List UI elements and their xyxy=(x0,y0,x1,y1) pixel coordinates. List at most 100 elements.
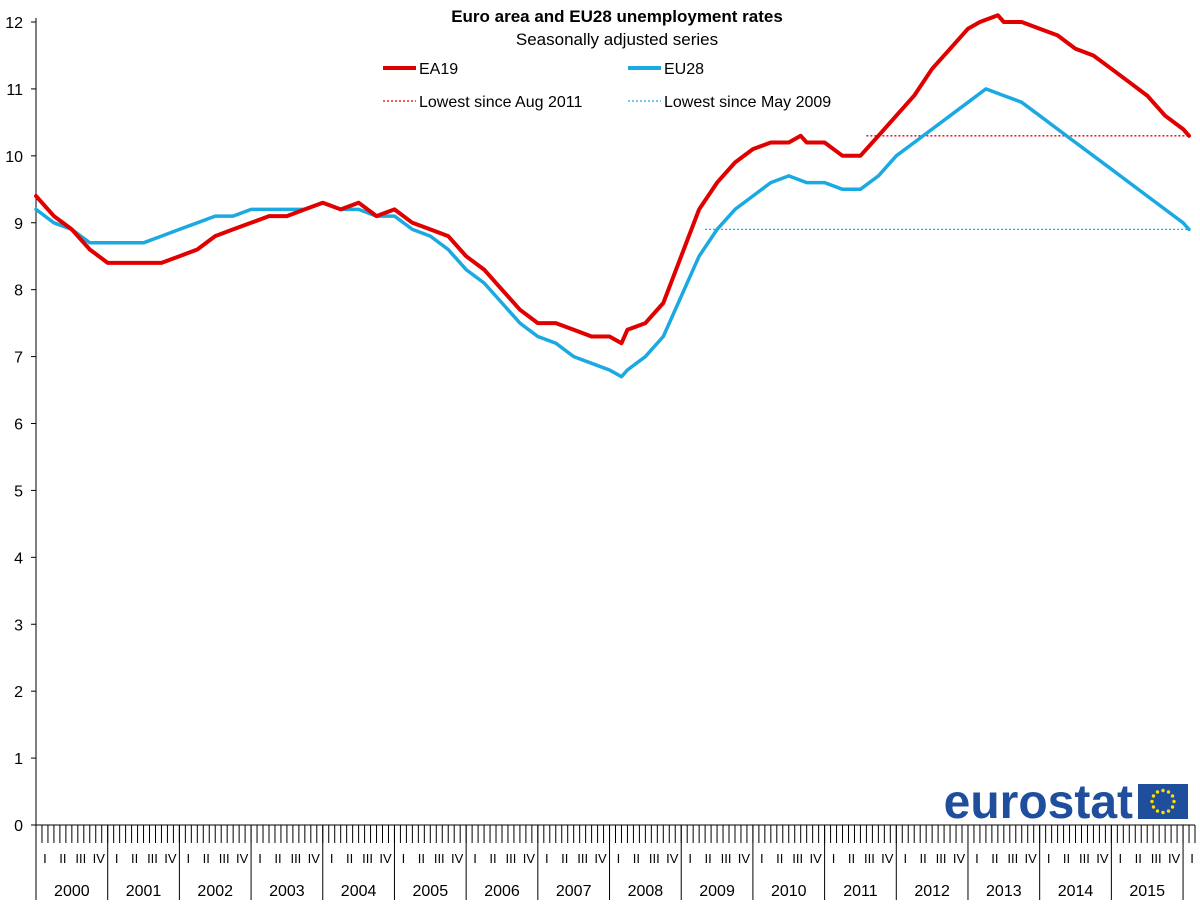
quarter-label: IV xyxy=(451,851,464,866)
quarter-label: IV xyxy=(881,851,894,866)
legend: EA19 EU28 Lowest since Aug 2011 Lowest sinc… xyxy=(383,61,831,111)
quarter-label: III xyxy=(219,851,230,866)
quarter-label: I xyxy=(43,851,47,866)
quarter-label: IV xyxy=(379,851,392,866)
quarter-label: II xyxy=(561,851,568,866)
legend-label-eu28: EU28 xyxy=(664,61,704,78)
quarter-label: III xyxy=(864,851,875,866)
eu-star-icon xyxy=(1172,799,1176,804)
quarter-label: II xyxy=(920,851,927,866)
year-label: 2013 xyxy=(986,883,1022,900)
year-label: 2014 xyxy=(1058,883,1094,900)
legend-label-lowest-since-may-2009: Lowest since May 2009 xyxy=(664,94,831,111)
eurostat-logo-text: eurostat xyxy=(944,776,1133,829)
year-label: 2002 xyxy=(197,883,233,900)
quarter-label: II xyxy=(1063,851,1070,866)
quarter-label: IV xyxy=(953,851,966,866)
quarter-label: III xyxy=(434,851,445,866)
legend-label-ea19: EA19 xyxy=(419,61,458,78)
quarter-label: II xyxy=(131,851,138,866)
quarter-label: I xyxy=(903,851,907,866)
quarter-label: II xyxy=(633,851,640,866)
year-label: 2005 xyxy=(413,883,449,900)
quarter-label: IV xyxy=(594,851,607,866)
y-tick-label: 9 xyxy=(14,216,23,233)
quarter-label: IV xyxy=(1025,851,1038,866)
eu-star-icon xyxy=(1166,790,1171,794)
quarter-label: II xyxy=(274,851,281,866)
y-tick-label: 11 xyxy=(6,82,23,99)
quarter-label: II xyxy=(991,851,998,866)
quarter-label: III xyxy=(506,851,517,866)
y-tick-label: 5 xyxy=(14,483,23,500)
quarter-label: IV xyxy=(809,851,822,866)
quarter-label: III xyxy=(147,851,158,866)
quarter-label: II xyxy=(418,851,425,866)
eu-star-icon xyxy=(1155,790,1160,794)
year-label: 2011 xyxy=(843,883,878,900)
year-label: 2007 xyxy=(556,883,592,900)
quarter-label: I xyxy=(1047,851,1051,866)
eu-star-icon xyxy=(1161,788,1165,793)
quarter-label: I xyxy=(330,851,334,866)
y-tick-label: 3 xyxy=(14,617,23,634)
quarter-label: II xyxy=(704,851,711,866)
quarter-label: II xyxy=(59,851,66,866)
quarter-label: IV xyxy=(666,851,679,866)
quarter-label: II xyxy=(346,851,353,866)
quarter-label: I xyxy=(975,851,979,866)
year-label: 2000 xyxy=(54,883,90,900)
quarter-label: III xyxy=(1151,851,1162,866)
quarter-label: I xyxy=(402,851,406,866)
quarter-label: III xyxy=(792,851,803,866)
y-tick-label: 8 xyxy=(14,283,23,300)
year-label: 2009 xyxy=(699,883,735,900)
quarter-label: I xyxy=(688,851,692,866)
quarter-label: IV xyxy=(1168,851,1181,866)
quarter-label: II xyxy=(1135,851,1142,866)
year-label: 2012 xyxy=(914,883,950,900)
eu-star-icon xyxy=(1151,805,1156,809)
quarter-label: III xyxy=(1007,851,1018,866)
year-label: 2008 xyxy=(628,883,664,900)
eu-star-icon xyxy=(1170,794,1175,798)
quarter-label: II xyxy=(203,851,210,866)
quarter-label: II xyxy=(776,851,783,866)
year-label: 2001 xyxy=(126,883,162,900)
eu-star-icon xyxy=(1151,794,1156,798)
eu-star-icon xyxy=(1170,805,1175,809)
quarter-label: I xyxy=(258,851,262,866)
y-tick-label: 7 xyxy=(14,350,23,367)
quarter-label: III xyxy=(649,851,660,866)
series-layer xyxy=(34,13,1191,379)
series-line-eu28 xyxy=(34,87,1191,379)
year-label: 2006 xyxy=(484,883,520,900)
y-tick-label: 6 xyxy=(14,417,23,434)
quarter-label: I xyxy=(115,851,119,866)
eu-star-icon xyxy=(1155,809,1160,813)
quarter-label: I xyxy=(1119,851,1123,866)
legend-label-lowest-since-aug-2011: Lowest since Aug 2011 xyxy=(419,94,582,111)
year-label: 2003 xyxy=(269,883,305,900)
quarter-label: I xyxy=(617,851,621,866)
y-tick-label: 4 xyxy=(14,550,23,567)
chart-subtitle: Seasonally adjusted series xyxy=(516,30,718,49)
quarter-label: IV xyxy=(523,851,536,866)
quarter-label: I xyxy=(832,851,836,866)
quarter-label: IV xyxy=(236,851,249,866)
eu-star-icon xyxy=(1150,799,1154,804)
quarter-label: IV xyxy=(1096,851,1109,866)
eurostat-logo: eurostat xyxy=(944,776,1188,829)
quarter-label: III xyxy=(362,851,373,866)
quarter-label: III xyxy=(290,851,301,866)
eu-stars-icon xyxy=(1150,788,1176,815)
y-tick-label: 0 xyxy=(14,818,23,835)
year-label: 2004 xyxy=(341,883,377,900)
chart-title: Euro area and EU28 unemployment rates xyxy=(451,7,783,26)
series-line-ea19 xyxy=(34,13,1191,346)
year-label: 2015 xyxy=(1129,883,1165,900)
quarter-label: IV xyxy=(738,851,751,866)
